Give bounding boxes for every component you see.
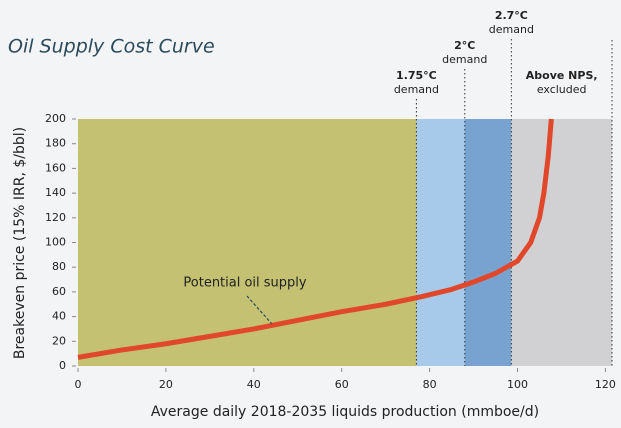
y-tick-label: 140 xyxy=(45,186,66,199)
series-annotation: Potential oil supply xyxy=(183,276,307,291)
y-tick-label: 160 xyxy=(45,161,66,174)
demand-label: 2.7°C xyxy=(495,9,528,22)
x-tick-label: 80 xyxy=(423,378,437,391)
y-axis-label: Breakeven price (15% IRR, $/bbl) xyxy=(12,127,28,359)
y-tick-label: 180 xyxy=(45,137,66,150)
x-tick-label: 60 xyxy=(335,378,349,391)
demand-label: 2°C xyxy=(454,39,475,52)
excluded-sublabel: excluded xyxy=(537,83,587,96)
x-tick-label: 0 xyxy=(75,378,82,391)
y-tick-label: 120 xyxy=(45,211,66,224)
y-tick-label: 0 xyxy=(59,359,66,372)
x-tick-label: 20 xyxy=(159,378,173,391)
x-tick-label: 120 xyxy=(595,378,616,391)
y-tick-label: 20 xyxy=(52,334,66,347)
x-axis-label: Average daily 2018-2035 liquids producti… xyxy=(151,404,539,420)
demand-sublabel: demand xyxy=(442,53,487,66)
x-tick-label: 40 xyxy=(247,378,261,391)
y-tick-label: 40 xyxy=(52,310,66,323)
demand-sublabel: demand xyxy=(394,83,439,96)
region xyxy=(78,119,417,366)
region xyxy=(464,119,512,366)
supply-curve xyxy=(77,118,554,360)
demand-label: 1.75°C xyxy=(396,69,437,82)
demand-sublabel: demand xyxy=(489,23,534,36)
y-tick-label: 60 xyxy=(52,285,66,298)
annotation-leader xyxy=(246,295,273,325)
region xyxy=(511,119,612,366)
y-tick-label: 100 xyxy=(45,236,66,249)
x-tick-label: 100 xyxy=(507,378,528,391)
region xyxy=(416,119,465,366)
excluded-label: Above NPS, xyxy=(526,69,598,82)
y-tick-label: 80 xyxy=(52,260,66,273)
y-tick-label: 200 xyxy=(45,112,66,125)
chart-title: Oil Supply Cost Curve xyxy=(8,36,215,58)
